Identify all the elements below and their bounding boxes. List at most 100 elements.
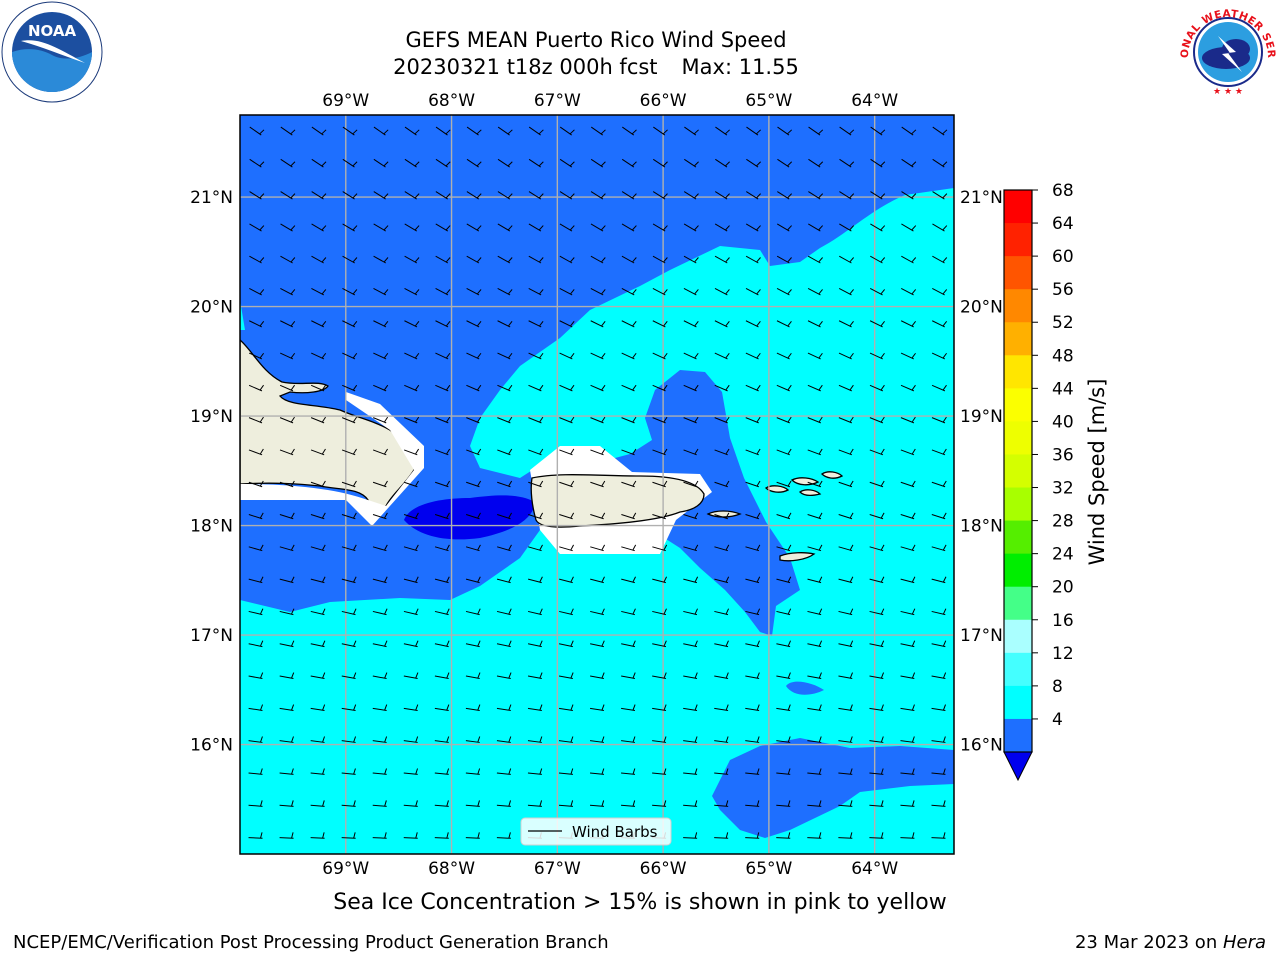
wind-barb — [745, 384, 761, 392]
wind-barb — [341, 768, 356, 775]
wind-barb — [590, 512, 606, 520]
wind-barb — [559, 640, 574, 648]
wind-barb — [342, 288, 358, 296]
wind-barb — [714, 255, 730, 264]
wind-barb — [465, 736, 481, 743]
wind-barb — [807, 512, 823, 520]
wind-barb — [404, 288, 420, 296]
colorbar-tick-label: 16 — [1052, 611, 1074, 631]
wind-barb — [901, 288, 917, 296]
wind-barb — [497, 512, 513, 520]
wind-barb — [310, 384, 327, 392]
wind-barb — [901, 255, 917, 264]
wind-barb — [931, 480, 947, 488]
colorbar-segment — [1004, 553, 1032, 588]
colorbar-segment — [1004, 487, 1032, 522]
wind-barb — [279, 608, 295, 616]
wind-barb — [807, 544, 823, 552]
wind-barb — [932, 223, 948, 232]
wind-barb — [807, 320, 823, 328]
wind-barb — [776, 512, 792, 520]
wind-barb — [465, 544, 481, 552]
wind-barb — [341, 640, 357, 648]
wind-barb — [589, 736, 605, 743]
wind-barb — [496, 768, 512, 775]
wind-barb — [404, 320, 420, 328]
footer-branch: NCEP/EMC/Verification Post Processing Pr… — [13, 932, 609, 953]
wind-barb — [838, 544, 854, 552]
wind-barb — [870, 223, 886, 232]
wind-barb — [527, 640, 543, 648]
wind-barb — [528, 158, 544, 168]
wind-barb — [497, 126, 513, 136]
wind-barb — [279, 480, 295, 488]
wind-barb — [683, 384, 699, 392]
wind-barb — [559, 544, 575, 552]
wind-barb — [714, 448, 730, 456]
wind-barb — [466, 288, 482, 296]
colorbar: 68 64 60 56 52 48 44 40 36 32 28 24 20 16 12 8 4 — [1003, 181, 1074, 782]
wind-barb — [869, 768, 884, 775]
wind-barb — [559, 480, 575, 488]
wind-barb — [279, 672, 295, 680]
wind-barb — [403, 800, 418, 807]
wind-barb — [838, 768, 853, 775]
wind-barb — [838, 320, 854, 328]
wind-barb — [839, 223, 855, 232]
wind-barb — [869, 736, 884, 743]
wind-barb — [559, 191, 575, 200]
wind-barb — [683, 672, 698, 680]
wind-barb — [497, 255, 513, 264]
wind-barb — [341, 448, 357, 456]
wind-barb — [714, 832, 729, 839]
wind-barb — [714, 223, 730, 232]
wind-barb — [435, 223, 451, 232]
wind-barb — [838, 736, 853, 743]
wind-barb — [715, 158, 730, 168]
wind-barb — [280, 191, 296, 200]
wind-barb — [497, 191, 513, 200]
wind-barb — [465, 672, 481, 680]
wind-barb — [403, 480, 419, 488]
wind-barb — [528, 255, 544, 264]
colorbar-frame — [1003, 189, 1033, 753]
wind-barb — [279, 800, 294, 807]
wind-barb — [652, 704, 667, 711]
wind-barb — [249, 158, 265, 168]
wind-barb — [714, 288, 730, 296]
map-frame — [239, 114, 955, 855]
wind-barb — [341, 672, 357, 680]
wind-barb — [434, 832, 449, 839]
wind-barb — [807, 800, 822, 807]
wind-barb — [621, 384, 637, 392]
lon-tick-label-top: 68°W — [428, 91, 475, 111]
wind-barb — [931, 384, 947, 392]
wind-barb — [279, 768, 294, 775]
wind-barb — [652, 608, 667, 616]
wind-barb — [248, 704, 264, 711]
colorbar-segment — [1004, 190, 1032, 224]
wind-barb — [528, 480, 544, 488]
wind-barb — [776, 704, 791, 711]
wind-barb — [435, 191, 451, 200]
wind-barb — [342, 320, 358, 328]
wind-barb — [434, 576, 450, 584]
wind-barb — [807, 384, 823, 392]
wind-barb — [404, 158, 420, 168]
wind-barb — [838, 448, 854, 456]
wind-barb — [527, 672, 543, 680]
wind-barb — [559, 320, 575, 328]
noaa-logo: NOAA — [1, 1, 103, 103]
wind-barb — [869, 480, 885, 488]
wind-barb — [621, 223, 637, 232]
wind-barb — [869, 352, 885, 360]
wind-barb — [838, 672, 853, 680]
wind-barb — [372, 672, 388, 680]
wind-barb — [558, 768, 574, 775]
colorbar-title: Wind Speed [m/s] — [1085, 379, 1109, 566]
wind-barb — [434, 608, 450, 616]
wind-barb — [776, 672, 791, 680]
wind-barb — [310, 608, 326, 616]
wind-barb — [683, 768, 698, 775]
wind-barb — [589, 768, 605, 775]
